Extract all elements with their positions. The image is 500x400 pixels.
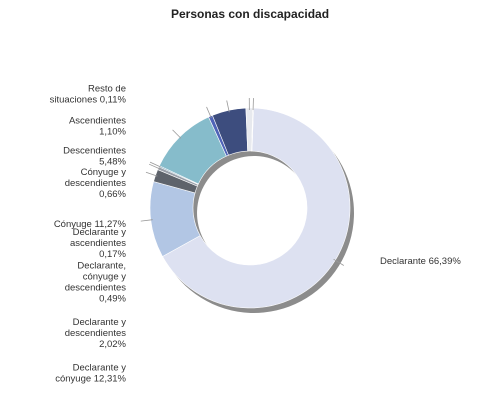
slice-label-line: Declarante y xyxy=(73,363,127,374)
leader-line-4 xyxy=(149,161,162,168)
slice-label-0: Declarante 66,39% xyxy=(380,256,461,267)
slice-0 xyxy=(162,107,351,309)
slice-label-5: Cónyuge 11,27% xyxy=(54,219,127,230)
slice-label-line: Cónyuge 11,27% xyxy=(54,219,127,230)
slice-label-line: 0,66% xyxy=(99,189,126,200)
slice-label-6: Cónyuge y descendientes 0,66% xyxy=(65,167,127,200)
slice-label-line: cónyuge 12,31% xyxy=(55,374,126,385)
slice-label-line: Resto de xyxy=(88,84,126,95)
slice-label-line: Descendientes xyxy=(63,146,126,157)
slice-label-line: descendientes xyxy=(65,178,127,189)
leader-line-3 xyxy=(148,163,161,170)
leader-line-6 xyxy=(206,106,212,119)
slice-label-9: Resto de situaciones 0,11% xyxy=(50,84,127,106)
slice-label-line: Declarante y xyxy=(73,317,127,328)
slice-label-4: Declarante y ascendientes 0,17% xyxy=(70,227,127,260)
chart-title: Personas con discapacidad xyxy=(171,7,329,21)
slice-label-2: Declarante y descendientes 2,02% xyxy=(65,317,127,350)
slice-label-line: Ascendientes xyxy=(69,116,126,127)
slice-labels: Declarante 66,39%Declarante y cónyuge 12,… xyxy=(50,84,462,385)
slice-label-line: 5,48% xyxy=(99,157,126,168)
leader-lines xyxy=(140,97,344,266)
slice-label-line: Declarante y xyxy=(73,227,127,238)
slice-label-line: 2,02% xyxy=(99,339,126,350)
leader-line-5 xyxy=(172,129,182,139)
slice-label-line: Declarante 66,39% xyxy=(380,256,461,267)
slice-label-line: ascendientes xyxy=(70,238,126,249)
slice-label-line: cónyuge y xyxy=(83,272,127,283)
leader-line-2 xyxy=(145,171,158,177)
leader-line-1 xyxy=(140,219,153,222)
donut-slices xyxy=(149,107,351,309)
leader-line-0 xyxy=(333,258,344,266)
slice-label-line: 0,17% xyxy=(99,249,126,260)
leader-line-7 xyxy=(226,100,230,113)
slice-label-line: Declarante, xyxy=(77,261,126,272)
slice-label-line: descendientes xyxy=(65,283,127,294)
slice-label-8: Ascendientes 1,10% xyxy=(69,116,127,138)
slice-label-line: Cónyuge y xyxy=(81,167,127,178)
slice-label-1: Declarante y cónyuge 12,31% xyxy=(55,363,126,385)
slice-label-line: 0,49% xyxy=(99,294,126,305)
slice-label-line: descendientes xyxy=(65,328,127,339)
slice-label-7: Descendientes 5,48% xyxy=(63,146,126,168)
slice-label-3: Declarante, cónyuge y descendientes 0,49% xyxy=(65,261,127,305)
slice-label-line: 1,10% xyxy=(99,127,126,138)
slice-label-line: situaciones 0,11% xyxy=(50,95,127,106)
